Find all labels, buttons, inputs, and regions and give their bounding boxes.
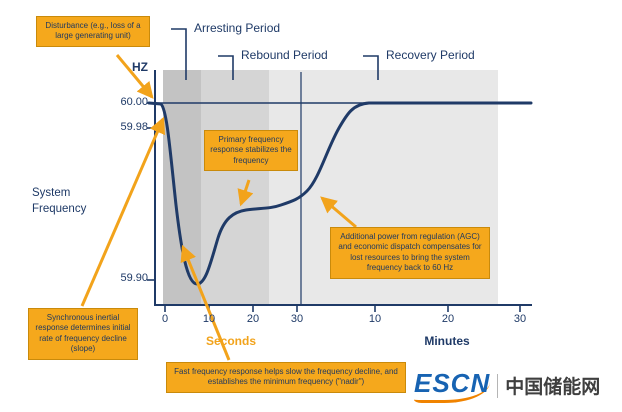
x-tick-label-20m: 20 <box>441 313 455 325</box>
y-tick-label-59-90: 59.90 <box>120 272 148 284</box>
y-axis-unit-label: HZ <box>132 60 148 74</box>
minutes-axis-label: Minutes <box>424 334 470 348</box>
x-tick-label-10s: 10 <box>202 313 216 325</box>
rebound-leader-line <box>218 55 234 80</box>
axes <box>154 70 532 306</box>
seconds-axis-label: Seconds <box>205 334 256 348</box>
escn-logo: ESCN 中国储能网 <box>414 368 600 403</box>
recovery-leader-line <box>363 55 379 80</box>
x-tick-label-10m: 10 <box>368 313 382 325</box>
inertial-response-callout: Synchronous inertial response determines… <box>28 308 138 360</box>
rebound-period-label: Rebound Period <box>241 48 328 62</box>
agc-dispatch-callout: Additional power from regulation (AGC) a… <box>330 227 490 279</box>
x-tick-label-30m: 30 <box>513 313 527 325</box>
period-leader-lines <box>171 28 379 80</box>
escn-logo-text: ESCN <box>414 368 491 403</box>
disturbance-arrow <box>115 54 154 99</box>
callout-arrows <box>80 54 357 361</box>
inertial-arrow <box>80 116 165 307</box>
band-rebound <box>201 70 269 305</box>
x-tick-label-20s: 20 <box>246 313 260 325</box>
primary-response-callout: Primary frequency response stabilizes th… <box>204 130 298 172</box>
fast-frequency-arrow <box>180 244 231 361</box>
y-tick-label-60-00: 60.00 <box>120 96 148 108</box>
arresting-leader-line <box>171 28 187 80</box>
arresting-period-label: Arresting Period <box>194 21 281 35</box>
band-arresting <box>163 70 201 305</box>
logo-separator <box>497 373 499 398</box>
y-axis-title: System Frequency <box>32 187 87 215</box>
recovery-period-label: Recovery Period <box>386 48 475 62</box>
frequency-curve <box>147 101 533 286</box>
disturbance-callout: Disturbance (e.g., loss of a large gener… <box>36 16 150 47</box>
x-tick-label-30s: 30 <box>290 313 304 325</box>
escn-logo-chinese-text: 中国储能网 <box>505 377 601 398</box>
x-tick-label-0s: 0 <box>161 313 169 325</box>
agc-arrow <box>320 196 357 229</box>
y-tick-label-59-98: 59.98 <box>120 121 148 133</box>
primary-response-arrow <box>237 179 254 207</box>
fast-frequency-callout: Fast frequency response helps slow the f… <box>166 362 406 393</box>
